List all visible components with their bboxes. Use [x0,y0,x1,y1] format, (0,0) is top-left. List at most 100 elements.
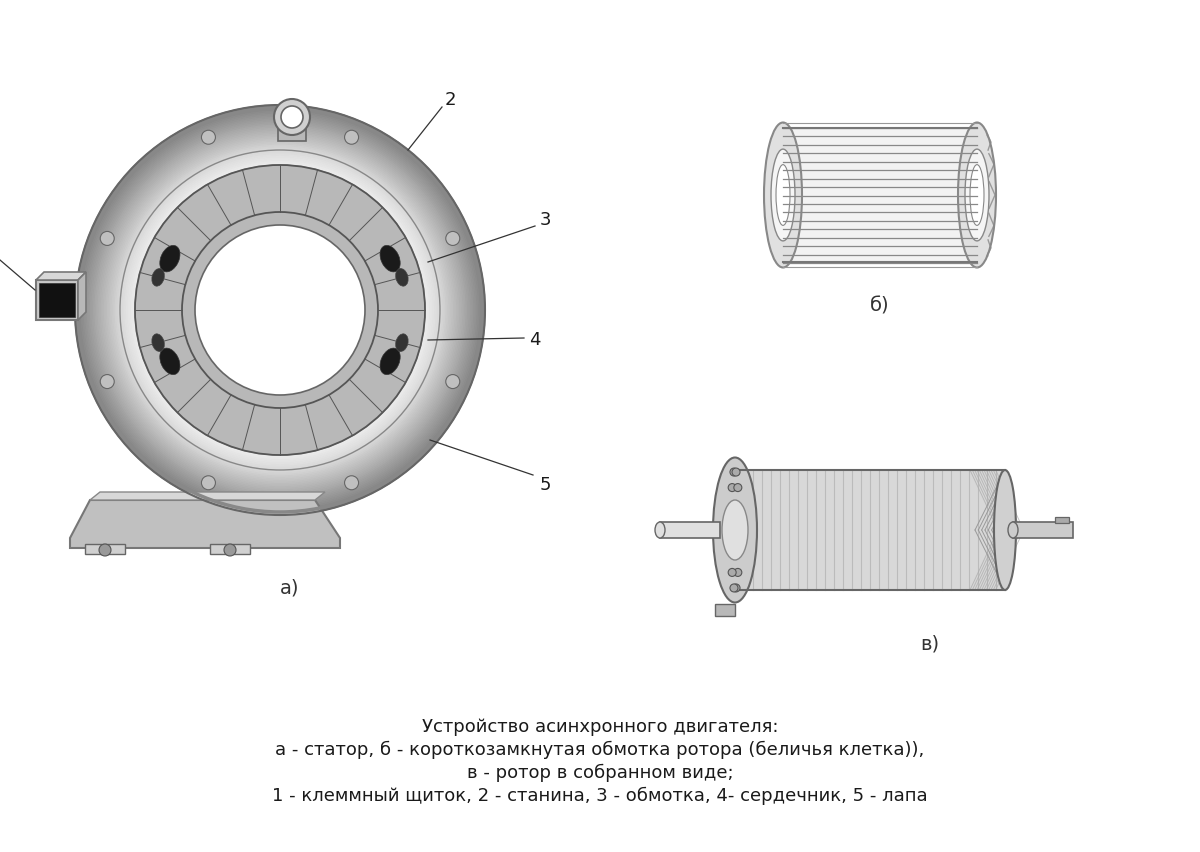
Circle shape [134,165,425,455]
Circle shape [167,197,392,423]
Circle shape [734,484,742,492]
Circle shape [182,212,378,408]
Circle shape [152,182,408,438]
Circle shape [101,375,114,389]
FancyBboxPatch shape [715,604,734,616]
Circle shape [89,119,472,501]
Ellipse shape [764,123,802,268]
Circle shape [160,190,401,430]
Circle shape [113,142,448,478]
Ellipse shape [722,500,748,560]
Circle shape [134,165,425,455]
Circle shape [157,187,403,433]
Circle shape [108,137,452,482]
Circle shape [106,136,454,484]
Circle shape [162,193,397,428]
Ellipse shape [970,164,984,226]
Text: 1 - клеммный щиток, 2 - станина, 3 - обмотка, 4- сердечник, 5 - лапа: 1 - клеммный щиток, 2 - станина, 3 - обм… [272,787,928,805]
Circle shape [114,144,446,476]
Text: 2: 2 [444,91,456,109]
Circle shape [145,175,415,445]
FancyBboxPatch shape [1013,522,1073,538]
Text: 5: 5 [539,476,551,494]
FancyBboxPatch shape [38,283,74,317]
Circle shape [140,170,420,450]
Circle shape [281,106,302,128]
Ellipse shape [994,470,1016,590]
Text: в): в) [920,635,940,654]
Circle shape [728,484,736,492]
Circle shape [101,232,114,245]
Circle shape [730,468,738,476]
Circle shape [734,510,743,519]
Circle shape [734,568,742,577]
Circle shape [103,133,457,487]
Circle shape [86,116,474,504]
Circle shape [150,180,410,440]
Ellipse shape [713,458,757,602]
Circle shape [202,475,216,490]
Circle shape [98,129,462,492]
Text: в - ротор в собранном виде;: в - ротор в собранном виде; [467,764,733,782]
Ellipse shape [152,334,164,352]
Circle shape [138,168,422,452]
Circle shape [732,584,740,592]
Circle shape [734,542,743,550]
Circle shape [79,110,480,510]
Circle shape [127,157,433,463]
Polygon shape [78,272,86,320]
Text: 4: 4 [529,331,541,349]
FancyBboxPatch shape [278,127,306,141]
FancyBboxPatch shape [85,544,125,554]
Circle shape [74,105,485,515]
Ellipse shape [160,348,180,375]
FancyBboxPatch shape [660,522,720,538]
Circle shape [143,172,418,447]
Circle shape [130,160,430,460]
Circle shape [728,568,736,577]
Polygon shape [90,492,325,500]
Circle shape [104,135,456,486]
Circle shape [174,204,385,416]
Text: б): б) [870,297,890,316]
Circle shape [727,542,736,550]
Ellipse shape [772,149,796,241]
Circle shape [90,120,469,499]
Ellipse shape [160,245,180,272]
Circle shape [110,141,449,480]
Polygon shape [70,500,340,548]
Circle shape [202,130,216,144]
Ellipse shape [152,268,164,286]
Circle shape [83,112,478,507]
Circle shape [124,153,437,467]
Circle shape [445,375,460,389]
Circle shape [732,468,740,476]
Circle shape [128,158,432,462]
Circle shape [98,544,112,556]
Circle shape [92,122,468,498]
Circle shape [344,475,359,490]
Circle shape [445,232,460,245]
Circle shape [125,155,436,465]
Circle shape [94,124,467,497]
Ellipse shape [268,275,323,315]
Circle shape [101,131,458,488]
Circle shape [82,112,479,509]
Ellipse shape [655,522,665,538]
Ellipse shape [380,348,400,375]
Circle shape [121,152,438,469]
Ellipse shape [965,149,989,241]
Circle shape [344,130,359,144]
Circle shape [164,195,395,425]
Circle shape [727,510,736,519]
Ellipse shape [776,164,790,226]
Circle shape [115,146,445,475]
Ellipse shape [380,245,400,272]
Text: Устройство асинхронного двигателя:: Устройство асинхронного двигателя: [421,718,779,736]
Polygon shape [36,272,86,280]
Circle shape [132,162,428,458]
Circle shape [116,147,443,473]
Circle shape [120,150,440,470]
Circle shape [119,148,442,471]
Circle shape [172,202,388,417]
